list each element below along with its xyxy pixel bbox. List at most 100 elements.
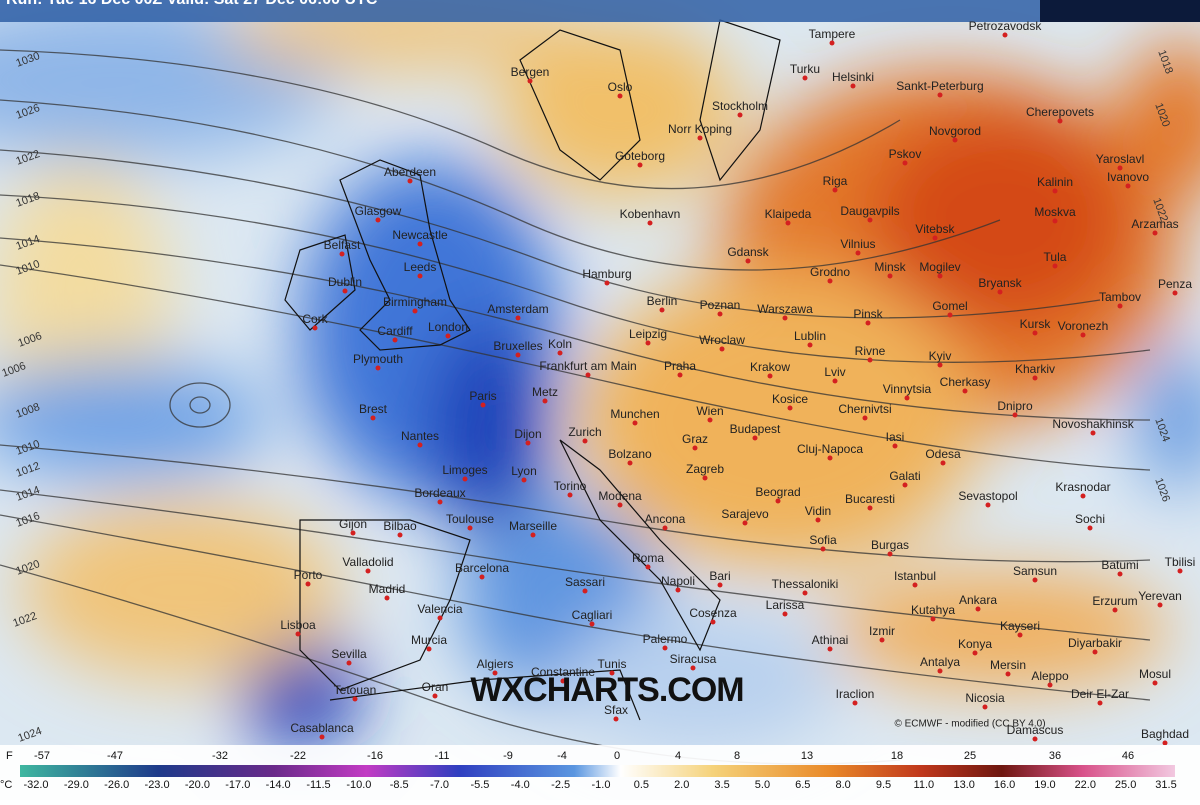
city-dot [1172, 290, 1178, 296]
city-dot [617, 502, 623, 508]
city-dot [1032, 577, 1038, 583]
city-dot [975, 606, 981, 612]
city-label: Oran [422, 680, 449, 694]
city-label: Frankfurt am Main [539, 359, 636, 373]
city-label: Samsun [1013, 564, 1057, 578]
city-label: Kosice [772, 392, 808, 406]
city-label: Dijon [514, 427, 541, 441]
city-dot [952, 137, 958, 143]
city-dot [1052, 218, 1058, 224]
city-dot [1177, 568, 1183, 574]
city-dot [707, 417, 713, 423]
city-label: Praha [664, 359, 696, 373]
city-label: Graz [682, 432, 708, 446]
city-dot [675, 587, 681, 593]
city-label: Cluj-Napoca [797, 442, 863, 456]
city-label: Amsterdam [487, 302, 548, 316]
city-label: Baghdad [1141, 727, 1189, 741]
city-dot [426, 646, 432, 652]
f-label: 13 [801, 750, 813, 762]
f-label: 0 [614, 750, 620, 762]
city-dot [1097, 700, 1103, 706]
city-dot [530, 532, 536, 538]
city-dot [1125, 183, 1131, 189]
city-dot [1052, 188, 1058, 194]
city-dot [692, 445, 698, 451]
city-dot [339, 251, 345, 257]
city-label: Batumi [1101, 558, 1138, 572]
city-dot [802, 590, 808, 596]
legend: F -57 -47 -32 -22 -16 -11 -9 -4 0 4 8 13 18 25 36 46 °C -3… [0, 750, 1177, 791]
city-dot [1162, 740, 1168, 746]
city-dot [827, 646, 833, 652]
city-dot [719, 346, 725, 352]
c-label: -29.0 [64, 779, 89, 791]
city-label: Lisboa [280, 618, 316, 632]
c-label: -2.5 [551, 779, 570, 791]
city-label: Pinsk [853, 307, 883, 321]
city-dot [557, 350, 563, 356]
city-label: Kalinin [1037, 175, 1073, 189]
city-dot [392, 337, 398, 343]
c-label: 0.5 [634, 779, 649, 791]
city-dot [1017, 632, 1023, 638]
c-label: 2.0 [674, 779, 689, 791]
city-dot [887, 273, 893, 279]
city-dot [412, 308, 418, 314]
city-dot [787, 405, 793, 411]
city-label: Konya [958, 637, 992, 651]
city-label: Cherkasy [940, 375, 991, 389]
f-label: 8 [734, 750, 740, 762]
c-label: -32.0 [23, 779, 48, 791]
city-dot [742, 520, 748, 526]
city-label: Vidin [805, 504, 831, 518]
city-label: Nantes [401, 429, 439, 443]
city-label: Odesa [925, 447, 961, 461]
city-label: Toulouse [446, 512, 494, 526]
city-label: Lyon [511, 464, 537, 478]
city-dot [972, 650, 978, 656]
city-label: Kayseri [1000, 619, 1040, 633]
city-label: Dnipro [997, 399, 1033, 413]
f-label: -16 [367, 750, 383, 762]
city-dot [1032, 375, 1038, 381]
city-label: Mersin [990, 658, 1026, 672]
city-dot [365, 568, 371, 574]
city-dot [717, 582, 723, 588]
city-label: Tunis [598, 657, 627, 671]
city-label: Krakow [750, 360, 790, 374]
f-label: -11 [434, 750, 449, 762]
city-dot [862, 415, 868, 421]
city-label: Dublin [328, 275, 362, 289]
city-label: Klaipeda [765, 207, 812, 221]
city-dot [737, 112, 743, 118]
city-dot [745, 258, 751, 264]
f-label: 25 [964, 750, 976, 762]
city-label: Bucaresti [845, 492, 895, 506]
city-label: Bordeaux [414, 486, 465, 500]
city-dot [785, 220, 791, 226]
f-label: -32 [212, 750, 228, 762]
city-dot [567, 492, 573, 498]
city-label: Thessaloniki [772, 577, 839, 591]
city-label: Wien [696, 404, 723, 418]
c-label: -17.0 [225, 779, 250, 791]
city-label: Kutahya [911, 603, 955, 617]
city-dot [940, 460, 946, 466]
city-dot [515, 352, 521, 358]
watermark: WXCHARTS.COM [470, 671, 743, 709]
city-label: Bolzano [608, 447, 652, 461]
city-label: Moskva [1034, 205, 1076, 219]
c-label: 13.0 [954, 779, 975, 791]
city-label: Stockholm [712, 99, 768, 113]
c-label: 8.0 [835, 779, 850, 791]
city-label: Izmir [869, 624, 895, 638]
city-dot [852, 700, 858, 706]
city-dot [370, 415, 376, 421]
city-dot [407, 178, 413, 184]
city-dot [1152, 680, 1158, 686]
city-label: Casablanca [290, 721, 354, 735]
city-label: Plymouth [353, 352, 403, 366]
city-label: Bergen [511, 65, 550, 79]
city-label: Yaroslavl [1096, 152, 1144, 166]
